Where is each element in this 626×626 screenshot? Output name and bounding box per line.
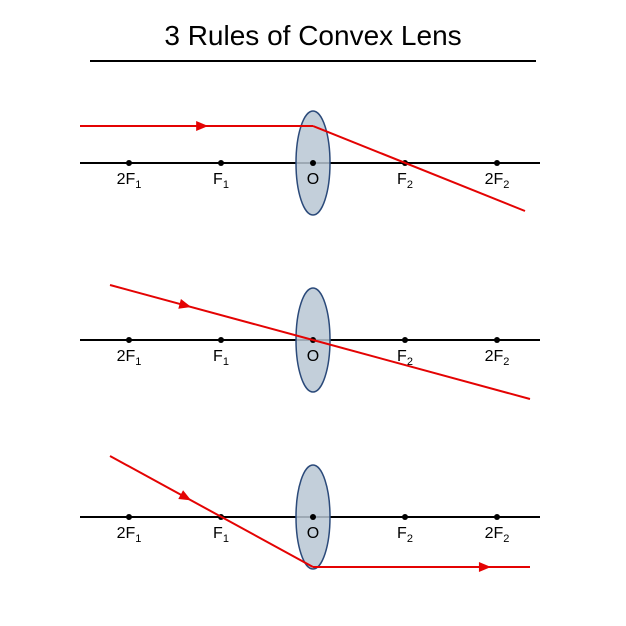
arrow-head <box>479 562 491 572</box>
arrow-head <box>178 299 191 309</box>
arrow-head <box>196 121 208 131</box>
light-ray <box>0 432 626 602</box>
ray-segment <box>313 340 530 399</box>
title-underline <box>90 60 536 62</box>
ray-segment <box>110 456 313 567</box>
rule-3-through-focus-emerges-parallel: 2F1F1OF22F2 <box>0 432 626 602</box>
page-title: 3 Rules of Convex Lens <box>0 20 626 52</box>
ray-segment <box>313 126 525 211</box>
rule-1-parallel-through-focus: 2F1F1OF22F2 <box>0 78 626 248</box>
page: { "title": "3 Rules of Convex Lens", "co… <box>0 0 626 626</box>
light-ray <box>0 255 626 425</box>
rule-2-through-optical-center: 2F1F1OF22F2 <box>0 255 626 425</box>
ray-segment <box>110 285 313 340</box>
light-ray <box>0 78 626 248</box>
